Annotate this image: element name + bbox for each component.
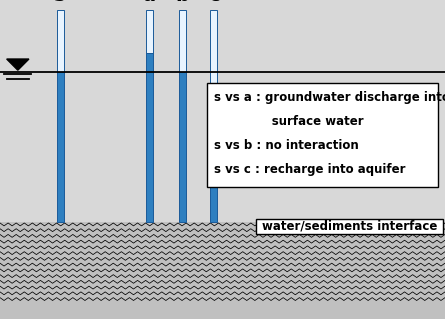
Bar: [57, 72, 64, 222]
Bar: [146, 53, 153, 222]
Bar: [179, 10, 186, 72]
Text: s vs a : groundwater discharge into: s vs a : groundwater discharge into: [214, 91, 445, 104]
Bar: [207, 83, 438, 187]
Bar: [146, 10, 153, 53]
Bar: [210, 118, 217, 222]
Text: s vs c : recharge into aquifer: s vs c : recharge into aquifer: [214, 163, 405, 176]
Polygon shape: [7, 59, 29, 70]
Text: b: b: [175, 0, 190, 5]
Text: c: c: [208, 0, 219, 5]
Text: a: a: [142, 0, 156, 5]
Text: s vs b : no interaction: s vs b : no interaction: [214, 139, 358, 152]
Text: water/sediments interface: water/sediments interface: [262, 220, 437, 233]
Bar: [179, 72, 186, 222]
Bar: [256, 219, 443, 234]
Bar: [57, 10, 64, 72]
Text: surface water: surface water: [214, 115, 363, 128]
Bar: [210, 10, 217, 118]
Bar: [0, 222, 445, 319]
Text: s: s: [54, 0, 66, 5]
